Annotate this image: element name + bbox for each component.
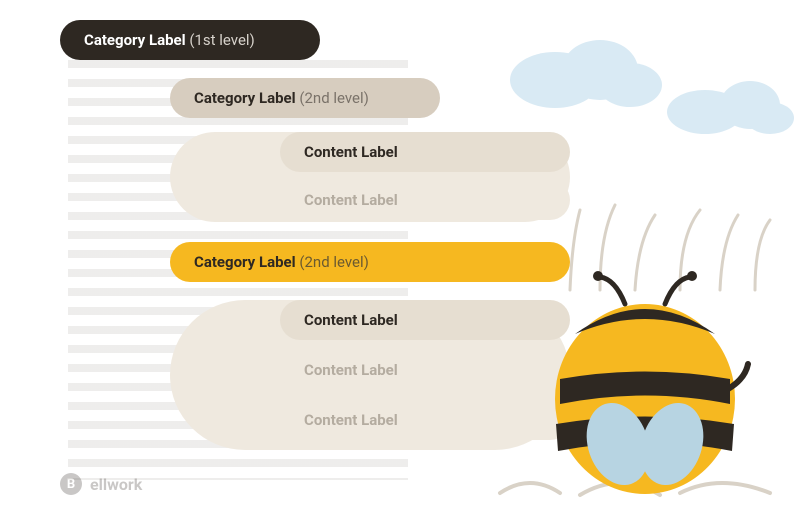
cloud-right: [660, 70, 800, 140]
groupA-content-1: Content Label: [280, 180, 570, 220]
brand-mark: B ellwork: [60, 473, 142, 495]
brand-name: ellwork: [90, 475, 142, 494]
groupB-content-2: Content Label: [280, 400, 570, 440]
groupA-level2-pill: Category Label (2nd level): [170, 78, 440, 118]
content-label: Content Label: [304, 191, 398, 209]
diagram-canvas: Category Label (1st level) Category Labe…: [0, 0, 800, 509]
groupB-content-0: Content Label: [280, 300, 570, 340]
groupB-level2-bold: Category Label: [194, 253, 296, 271]
groupA-content-0: Content Label: [280, 132, 570, 172]
groupB-level2-pill: Category Label (2nd level): [170, 242, 570, 282]
cloud-left: [500, 30, 670, 110]
level1-bold: Category Label: [84, 31, 186, 49]
content-label: Content Label: [304, 143, 398, 161]
level1-paren: (1st level): [189, 31, 254, 49]
groupA-level2-paren: (2nd level): [299, 89, 369, 107]
groupB-content-1: Content Label: [280, 350, 570, 390]
content-label: Content Label: [304, 311, 398, 329]
content-label: Content Label: [304, 411, 398, 429]
level1-category-pill: Category Label (1st level): [60, 20, 320, 60]
groupA-level2-bold: Category Label: [194, 89, 296, 107]
groupB-level2-paren: (2nd level): [299, 253, 369, 271]
brand-initial-icon: B: [60, 473, 82, 495]
content-label: Content Label: [304, 361, 398, 379]
bee-illustration: [530, 269, 760, 499]
